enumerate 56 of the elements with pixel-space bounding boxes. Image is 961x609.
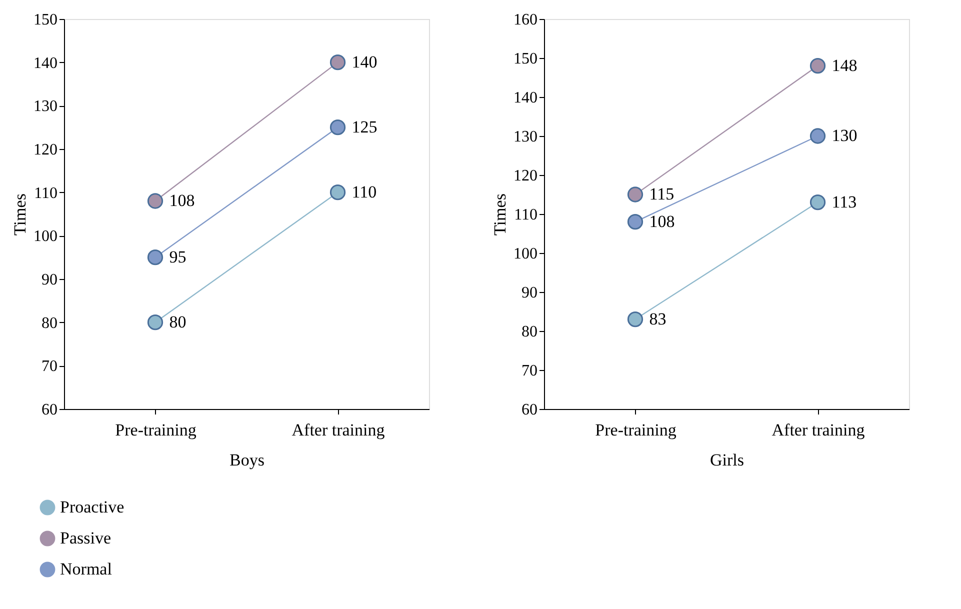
data-label: 95 — [169, 247, 186, 266]
y-tick-label: 60 — [42, 402, 58, 418]
point — [330, 120, 346, 136]
point — [810, 194, 826, 210]
data-label: 80 — [169, 312, 186, 332]
y-tick-label: 60 — [522, 402, 538, 418]
data-label: 108 — [169, 191, 195, 210]
point — [810, 58, 826, 74]
data-label: 83 — [649, 309, 666, 328]
data-label: 115 — [649, 184, 674, 204]
data-label: 130 — [832, 126, 858, 145]
x-axis-title: Boys — [230, 450, 264, 470]
data-label: 113 — [832, 192, 857, 212]
x-tick-label: Pre-training — [595, 420, 677, 440]
y-tick-label: 70 — [42, 358, 58, 376]
y-tick-label: 80 — [522, 324, 538, 340]
x-axis-title: Girls — [710, 450, 744, 470]
y-tick-label: 110 — [34, 184, 58, 202]
y-tick-label: 70 — [522, 362, 538, 380]
point — [627, 186, 644, 202]
data-label: 140 — [352, 52, 378, 72]
point — [330, 54, 346, 70]
data-label: 148 — [832, 56, 858, 75]
data-label: 110 — [352, 182, 377, 202]
y-tick-label: 100 — [34, 228, 58, 246]
y-axis-title: Times — [10, 194, 30, 236]
y-tick-label: 120 — [514, 168, 538, 184]
legend-label: Proactive — [60, 498, 124, 516]
y-tick-label: 140 — [514, 90, 538, 106]
y-tick-label: 80 — [42, 314, 58, 332]
point — [330, 184, 346, 200]
y-axis-title: Times — [490, 194, 510, 236]
x-tick-label: After training — [772, 420, 866, 440]
point — [147, 250, 164, 266]
point — [627, 311, 644, 328]
point — [147, 314, 164, 330]
y-tick-label: 90 — [42, 272, 58, 288]
point — [147, 193, 164, 209]
y-tick-label: 130 — [34, 98, 58, 116]
point — [810, 128, 826, 144]
data-label: 125 — [352, 117, 378, 136]
legend-label: Passive — [60, 528, 111, 548]
y-tick-label: 160 — [514, 12, 538, 28]
y-tick-label: 150 — [34, 12, 58, 28]
y-tick-label: 100 — [514, 246, 538, 262]
y-tick-label: 120 — [34, 142, 58, 158]
x-tick-label: Pre-training — [115, 420, 197, 440]
y-tick-label: 90 — [522, 284, 538, 302]
y-tick-label: 130 — [514, 128, 538, 146]
y-tick-label: 110 — [514, 206, 538, 224]
legend-label: Normal — [60, 560, 112, 578]
data-label: 108 — [649, 212, 675, 231]
point — [627, 214, 644, 230]
y-tick-label: 140 — [34, 54, 58, 72]
x-tick-label: After training — [292, 420, 386, 440]
y-tick-label: 150 — [514, 50, 538, 68]
